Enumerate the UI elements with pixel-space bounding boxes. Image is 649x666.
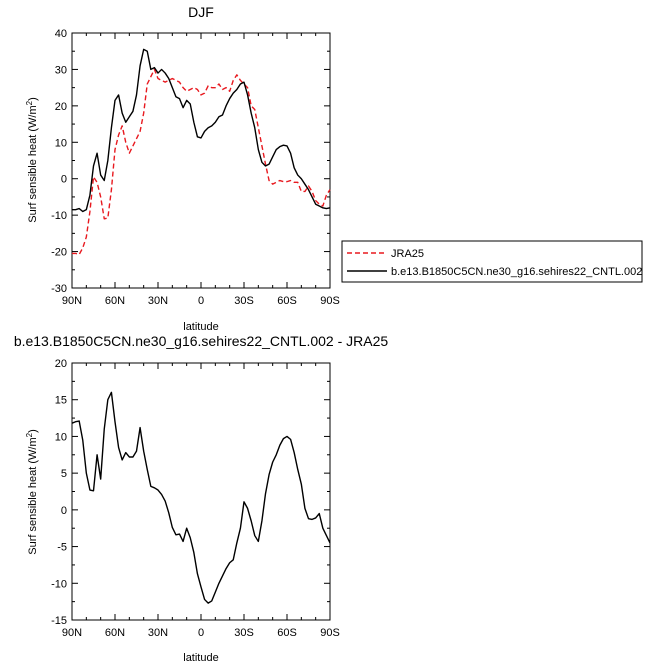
legend-box — [341, 240, 643, 283]
y-tick-label: -15 — [51, 615, 67, 627]
legend: JRA25 b.e13.B1850C5CN.ne30_g16.sehires22… — [341, 240, 643, 283]
y-tick-label: 20 — [55, 358, 67, 370]
legend-label-cntl: b.e13.B1850C5CN.ne30_g16.sehires22_CNTL.… — [391, 266, 642, 278]
y-axis-label-superscript: 2 — [25, 432, 34, 437]
y-tick-label: -10 — [51, 578, 67, 590]
chart-title: DJF — [188, 4, 214, 20]
x-tick-label: 90S — [320, 295, 340, 307]
plot-frame-group: 90N 60N 30N 0 30S 60S 90S -30 -20 -10 0 10 20 30 40 — [51, 28, 340, 307]
x-tick-label: 60S — [277, 627, 297, 639]
difference-chart-title: b.e13.B1850C5CN.ne30_g16.sehires22_CNTL.… — [14, 333, 389, 349]
y-tick-label: 20 — [55, 101, 67, 113]
y-tick-label: 0 — [61, 174, 67, 186]
plot-frame — [71, 32, 331, 289]
x-tick-label: 60S — [277, 295, 297, 307]
x-tick-label: 60N — [105, 627, 125, 639]
y-axis-label: Surf sensible heat (W/m2) — [25, 97, 39, 223]
y-tick-label: -20 — [51, 247, 67, 259]
series-line-1 — [72, 68, 331, 256]
legend-label-jra25: JRA25 — [391, 248, 424, 260]
x-tick-label: 30S — [234, 627, 254, 639]
y-axis-label: Surf sensible heat (W/m2) — [25, 429, 39, 555]
x-axis-label: latitude — [183, 321, 218, 333]
y-tick-label: -5 — [57, 542, 67, 554]
bottom-panel: b.e13.B1850C5CN.ne30_g16.sehires22_CNTL.… — [14, 333, 389, 664]
y-axis-label-main: Surf sensible heat (W/m — [27, 437, 39, 554]
y-tick-label: 40 — [55, 28, 67, 40]
y-axis-label-end: ) — [27, 429, 39, 433]
x-tick-label: 30S — [234, 295, 254, 307]
y-tick-label: 10 — [55, 137, 67, 149]
y-tick-label: -30 — [51, 283, 67, 295]
x-tick-label: 30N — [148, 627, 168, 639]
x-tick-label: 0 — [198, 295, 204, 307]
y-tick-label: 5 — [61, 468, 67, 480]
x-tick-label: 90N — [62, 627, 82, 639]
y-axis-label-superscript: 2 — [25, 100, 34, 105]
plot-frame-group: 90N 60N 30N 0 30S 60S 90S -15 -10 -5 0 5 10 15 20 — [51, 358, 340, 639]
series-group — [71, 391, 331, 604]
y-tick-label: 15 — [55, 395, 67, 407]
y-tick-label: 0 — [61, 505, 67, 517]
y-axis-label-end: ) — [27, 97, 39, 101]
series-line-1 — [71, 391, 331, 604]
series-line-2 — [72, 48, 331, 213]
series-group — [72, 48, 331, 256]
y-tick-label: -10 — [51, 210, 67, 222]
x-tick-label: 60N — [105, 295, 125, 307]
y-tick-label: 10 — [55, 431, 67, 443]
plot-frame — [71, 362, 331, 621]
x-tick-label: 30N — [148, 295, 168, 307]
y-axis-label-main: Surf sensible heat (W/m — [27, 105, 39, 222]
y-tick-label: 30 — [55, 64, 67, 76]
x-axis-label: latitude — [183, 652, 218, 664]
x-tick-label: 90N — [62, 295, 82, 307]
x-tick-label: 0 — [198, 627, 204, 639]
top-panel: DJF 90N 60N 30N 0 30S 60S 90S -30 -20 -10 0 10 20 30 4… — [25, 4, 340, 333]
x-tick-label: 90S — [320, 627, 340, 639]
